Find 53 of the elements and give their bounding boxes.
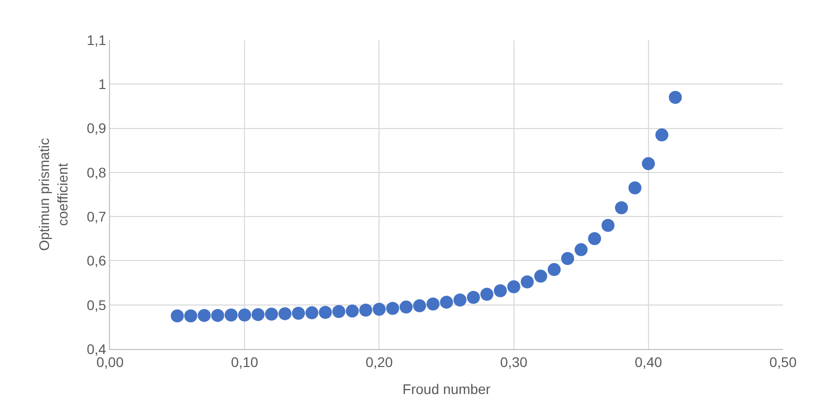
point: [400, 300, 413, 314]
point: [642, 157, 655, 170]
x-tick-label: 0,30: [500, 354, 528, 370]
point: [386, 302, 400, 315]
point: [305, 306, 318, 320]
y-tick-label: 0,9: [86, 120, 106, 136]
x-tick-label: 0,50: [769, 354, 797, 370]
y-axis-title: Optimun prismatic coefficient: [36, 138, 70, 251]
y-tick-label: 0,6: [86, 252, 106, 269]
point: [440, 296, 453, 309]
point: [507, 280, 520, 294]
y-tick-label: 1,1: [86, 32, 106, 48]
point: [318, 306, 332, 319]
point: [252, 308, 265, 322]
y-tick-label: 0,5: [86, 296, 106, 313]
point: [346, 304, 359, 318]
y-tick-label: 1: [98, 76, 106, 92]
point: [668, 90, 682, 104]
point: [520, 275, 534, 288]
point: [332, 304, 346, 318]
point: [413, 299, 426, 312]
point: [588, 232, 602, 246]
point: [426, 297, 440, 310]
point: [494, 284, 507, 298]
x-tick-label: 0,40: [634, 354, 662, 370]
point: [602, 218, 615, 232]
y-tick-label: 0,7: [86, 208, 106, 224]
point: [628, 181, 642, 194]
point: [224, 308, 238, 322]
point: [574, 243, 588, 256]
point: [453, 294, 466, 306]
point: [466, 290, 480, 304]
point: [211, 308, 224, 322]
point: [372, 302, 386, 316]
point: [265, 308, 278, 321]
point: [170, 309, 184, 322]
point: [561, 252, 574, 266]
point: [184, 309, 198, 322]
point: [238, 308, 252, 322]
x-tick-label: 0,10: [230, 354, 258, 370]
x-tick-label: 0,20: [366, 354, 394, 370]
point: [292, 306, 305, 320]
x-axis-title: Froud number: [402, 381, 491, 398]
y-tick-label: 0,8: [86, 164, 106, 180]
y-tick-label: 0,4: [86, 340, 106, 357]
point: [655, 128, 668, 142]
point: [548, 263, 561, 276]
point: [614, 201, 628, 214]
point: [534, 270, 548, 283]
point: [359, 304, 372, 317]
point: [480, 288, 494, 301]
point: [278, 307, 292, 320]
point: [198, 308, 211, 322]
